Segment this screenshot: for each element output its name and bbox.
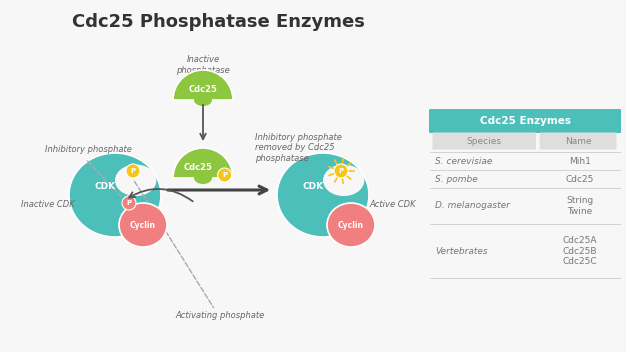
FancyBboxPatch shape <box>433 132 536 150</box>
Ellipse shape <box>69 153 161 237</box>
FancyBboxPatch shape <box>540 132 617 150</box>
Text: Mih1: Mih1 <box>569 157 591 165</box>
Text: Species: Species <box>467 138 501 146</box>
Ellipse shape <box>119 203 167 247</box>
Text: CDK: CDK <box>95 182 116 191</box>
Text: Cyclin: Cyclin <box>130 220 156 230</box>
Ellipse shape <box>323 164 364 196</box>
Ellipse shape <box>327 203 375 247</box>
Text: Cdc25: Cdc25 <box>188 85 217 94</box>
Text: CDK: CDK <box>302 182 324 191</box>
Text: P: P <box>130 168 136 174</box>
Text: Inactive CDK: Inactive CDK <box>21 201 75 209</box>
Circle shape <box>334 164 348 178</box>
Ellipse shape <box>277 153 369 237</box>
Text: S. pombe: S. pombe <box>435 175 478 183</box>
Text: String
Twine: String Twine <box>567 196 593 216</box>
Ellipse shape <box>194 172 212 184</box>
Circle shape <box>126 164 140 178</box>
Text: Cyclin: Cyclin <box>338 220 364 230</box>
Wedge shape <box>173 148 233 178</box>
Text: P: P <box>126 200 131 206</box>
FancyBboxPatch shape <box>429 109 621 133</box>
Text: Inhibitory phosphate: Inhibitory phosphate <box>44 145 131 155</box>
Text: Activating phosphate: Activating phosphate <box>175 312 265 321</box>
Text: Name: Name <box>565 138 592 146</box>
Text: Cdc25A
Cdc25B
Cdc25C: Cdc25A Cdc25B Cdc25C <box>563 236 597 266</box>
Text: Cdc25: Cdc25 <box>183 163 212 172</box>
Circle shape <box>218 168 232 182</box>
Text: Active CDK: Active CDK <box>370 201 416 209</box>
Ellipse shape <box>115 164 156 196</box>
Text: Inactive
phosphatase: Inactive phosphatase <box>176 55 230 75</box>
Text: Cdc25 Phosphatase Enzymes: Cdc25 Phosphatase Enzymes <box>71 13 364 31</box>
Text: Inhibitory phosphate
removed by Cdc25
phosphatase: Inhibitory phosphate removed by Cdc25 ph… <box>255 133 342 163</box>
Text: Cdc25 Enzymes: Cdc25 Enzymes <box>480 116 570 126</box>
Wedge shape <box>173 70 233 100</box>
Circle shape <box>122 196 136 210</box>
Text: D. melanogaster: D. melanogaster <box>435 201 510 210</box>
Ellipse shape <box>194 94 212 106</box>
Text: S. cerevisiae: S. cerevisiae <box>435 157 493 165</box>
Text: Cdc25: Cdc25 <box>566 175 594 183</box>
Text: Vertebrates: Vertebrates <box>435 246 488 256</box>
Text: P: P <box>222 172 227 178</box>
Text: P: P <box>339 168 344 174</box>
